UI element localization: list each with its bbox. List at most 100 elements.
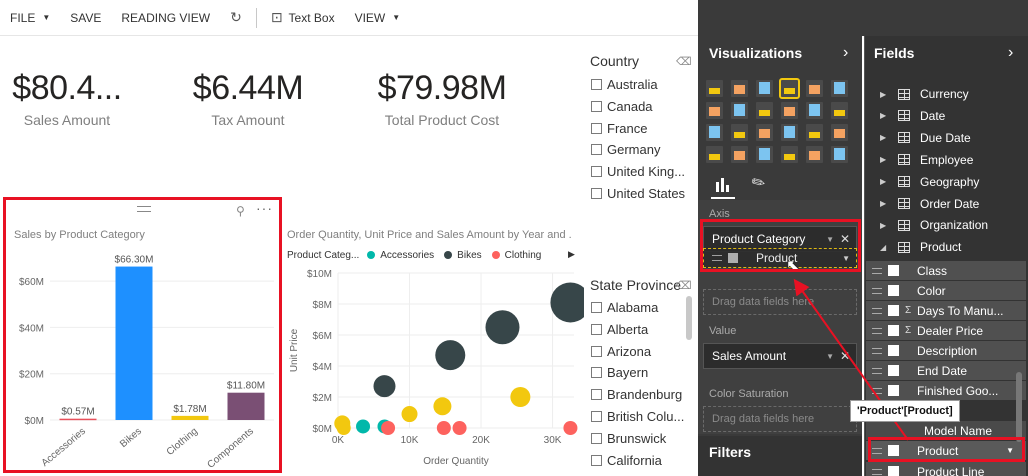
field-item[interactable]: Description xyxy=(866,341,1026,360)
visual-type-icon[interactable] xyxy=(756,146,773,163)
eraser-icon[interactable]: ⌫ xyxy=(676,56,692,68)
scatter-point[interactable] xyxy=(563,421,578,435)
field-item[interactable]: Class xyxy=(866,261,1026,280)
checkbox[interactable] xyxy=(591,144,602,156)
drag-grip-icon[interactable] xyxy=(137,206,151,212)
slicer-item[interactable]: Germany xyxy=(591,142,660,157)
drag-grip-icon[interactable] xyxy=(872,347,882,354)
chevron-down-icon[interactable]: ▼ xyxy=(1006,446,1014,455)
slicer-item[interactable]: Alabama xyxy=(591,300,658,315)
field-item[interactable]: Product ▼ xyxy=(866,441,1026,460)
chevron-right-icon[interactable]: ▶ xyxy=(880,155,887,165)
field-table[interactable]: ▶ Organization xyxy=(866,218,988,232)
visual-type-icon[interactable] xyxy=(706,146,723,163)
scatter-chart[interactable]: $0M $2M $4M $6M $8M $10M 0K 10K 20K 30K Order Quan… xyxy=(284,262,584,472)
bar[interactable] xyxy=(115,266,153,420)
chevron-right-icon[interactable]: ▶ xyxy=(880,220,887,230)
slicer-item[interactable]: United King... xyxy=(591,164,685,179)
visual-type-icon[interactable] xyxy=(781,124,798,141)
field-table[interactable]: ▶ Due Date xyxy=(866,131,971,145)
checkbox[interactable] xyxy=(591,367,602,379)
chevron-right-icon[interactable]: › xyxy=(843,44,849,61)
field-table[interactable]: ◢ Product xyxy=(866,240,961,254)
legend-entry[interactable]: Bikes xyxy=(457,249,482,261)
scatter-point[interactable] xyxy=(336,421,351,435)
slicer-item[interactable]: United States xyxy=(591,186,685,201)
drag-grip-icon[interactable] xyxy=(872,327,882,334)
scatter-point[interactable] xyxy=(436,421,451,435)
slicer-item[interactable]: Bayern xyxy=(591,365,648,380)
checkbox[interactable] xyxy=(888,385,899,396)
drag-grip-icon[interactable] xyxy=(872,367,882,374)
slicer-item[interactable]: Canada xyxy=(591,99,653,114)
legend-entry[interactable]: Accessories xyxy=(380,249,435,261)
visual-type-icon[interactable] xyxy=(831,80,848,97)
kpi-card-total-product-cost[interactable]: $79.98M Total Product Cost xyxy=(366,66,518,130)
checkbox[interactable] xyxy=(888,265,899,276)
checkbox[interactable] xyxy=(591,432,602,444)
legend-next-icon[interactable]: ▶ xyxy=(568,249,575,259)
checkbox[interactable] xyxy=(888,345,899,356)
visual-type-icon[interactable] xyxy=(806,102,823,119)
expanded-icon[interactable]: ◢ xyxy=(880,242,887,252)
checkbox[interactable] xyxy=(591,389,602,401)
filters-section[interactable] xyxy=(698,436,862,476)
clustered-column-icon-selected[interactable] xyxy=(779,78,800,99)
value-field-well[interactable]: Sales Amount ▼ ✕ xyxy=(703,343,857,369)
visual-type-icon[interactable] xyxy=(806,80,823,97)
visual-type-icon[interactable] xyxy=(781,102,798,119)
visual-type-icon[interactable] xyxy=(706,80,723,97)
drag-grip-icon[interactable] xyxy=(872,447,882,454)
pin-icon[interactable]: ⚲ xyxy=(236,204,245,218)
checkbox[interactable] xyxy=(888,365,899,376)
bar[interactable] xyxy=(227,392,265,420)
visual-type-icon[interactable] xyxy=(756,124,773,141)
chevron-right-icon[interactable]: ▶ xyxy=(880,111,887,121)
drag-grip-icon[interactable] xyxy=(872,387,882,394)
checkbox[interactable] xyxy=(591,454,602,466)
drag-grip-icon[interactable] xyxy=(872,468,882,475)
slicer-item[interactable]: California xyxy=(591,453,662,468)
remove-field-icon[interactable]: ✕ xyxy=(839,349,850,363)
checkbox[interactable] xyxy=(591,345,602,357)
fields-scrollbar[interactable] xyxy=(1016,372,1022,442)
remove-field-icon[interactable]: ✕ xyxy=(839,232,850,246)
checkbox[interactable] xyxy=(591,166,602,178)
bar-chart[interactable]: $0M $20M $40M $60M $0.57M Accessories $66.30M B… xyxy=(6,240,280,472)
field-item[interactable]: End Date xyxy=(866,361,1026,380)
checkbox[interactable] xyxy=(591,100,602,112)
fields-tab-icon[interactable] xyxy=(715,176,731,192)
slicer-scrollbar[interactable] xyxy=(686,296,692,340)
slicer-item[interactable]: Brandenburg xyxy=(591,387,682,402)
chevron-right-icon[interactable]: ▶ xyxy=(880,199,887,208)
field-item[interactable]: Product Line xyxy=(866,462,1026,476)
slicer-item[interactable]: Alberta xyxy=(591,322,648,337)
chevron-right-icon[interactable]: ▶ xyxy=(880,177,887,187)
drag-grip-icon[interactable] xyxy=(872,287,882,294)
checkbox[interactable] xyxy=(888,285,899,296)
chevron-down-icon[interactable]: ▼ xyxy=(826,351,834,361)
field-table[interactable]: ▶ Order Date xyxy=(866,197,979,211)
scatter-point[interactable] xyxy=(452,421,467,435)
scatter-point[interactable] xyxy=(433,397,452,416)
scatter-point[interactable] xyxy=(373,375,396,398)
kpi-card-tax-amount[interactable]: $6.44M Tax Amount xyxy=(178,66,318,130)
drag-grip-icon[interactable] xyxy=(872,267,882,274)
checkbox[interactable] xyxy=(591,323,602,335)
field-item[interactable]: Color xyxy=(866,281,1026,300)
field-item[interactable]: Σ Dealer Price xyxy=(866,321,1026,340)
chevron-right-icon[interactable]: ▶ xyxy=(880,89,887,99)
visual-type-icon[interactable] xyxy=(731,102,748,119)
visual-type-icon[interactable] xyxy=(831,146,848,163)
visual-type-icon[interactable] xyxy=(731,124,748,141)
checkbox[interactable] xyxy=(591,411,602,422)
slicer-item[interactable]: British Colu... xyxy=(591,409,684,424)
axis-field-well[interactable]: Product Category ▼ ✕ xyxy=(703,226,857,252)
slicer-item[interactable]: Brunswick xyxy=(591,431,666,446)
checkbox[interactable] xyxy=(888,305,899,316)
visual-type-icon[interactable] xyxy=(731,80,748,97)
visual-type-icon[interactable] xyxy=(756,80,773,97)
scatter-point[interactable] xyxy=(435,340,466,371)
legend-drop-zone[interactable]: Drag data fields here xyxy=(703,289,857,315)
kpi-card-sales-amount[interactable]: $80.4... Sales Amount xyxy=(8,66,126,130)
